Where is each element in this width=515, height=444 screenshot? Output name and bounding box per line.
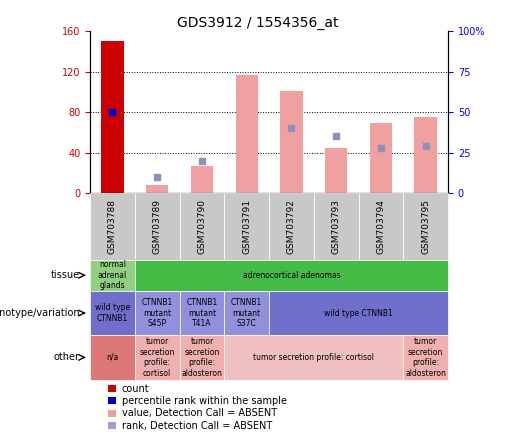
Text: GDS3912 / 1554356_at: GDS3912 / 1554356_at [177, 16, 338, 30]
Bar [146, 185, 168, 193]
Text: GSM703792: GSM703792 [287, 199, 296, 254]
Text: genotype/variation: genotype/variation [0, 308, 80, 318]
Text: GSM703790: GSM703790 [197, 199, 207, 254]
Bar [191, 166, 213, 193]
Text: value, Detection Call = ABSENT: value, Detection Call = ABSENT [122, 408, 277, 418]
Text: other: other [54, 353, 80, 362]
Text: GSM703794: GSM703794 [376, 199, 385, 254]
Text: rank, Detection Call = ABSENT: rank, Detection Call = ABSENT [122, 421, 272, 431]
Text: GSM703791: GSM703791 [242, 199, 251, 254]
Text: GSM703795: GSM703795 [421, 199, 430, 254]
Text: normal
adrenal
glands: normal adrenal glands [98, 260, 127, 290]
Text: percentile rank within the sample: percentile rank within the sample [122, 396, 286, 406]
Text: tumor secretion profile: cortisol: tumor secretion profile: cortisol [253, 353, 374, 362]
Text: CTNNB1
mutant
T41A: CTNNB1 mutant T41A [186, 298, 218, 328]
Text: GSM703793: GSM703793 [332, 199, 341, 254]
Text: adrenocortical adenomas: adrenocortical adenomas [243, 271, 340, 280]
Bar [415, 117, 437, 193]
Text: GSM703788: GSM703788 [108, 199, 117, 254]
Text: GSM703789: GSM703789 [153, 199, 162, 254]
Text: count: count [122, 384, 149, 393]
Text: tumor
secretion
profile:
aldosteron: tumor secretion profile: aldosteron [405, 337, 446, 377]
Bar [101, 41, 124, 193]
Bar [325, 148, 348, 193]
Text: wild type CTNNB1: wild type CTNNB1 [324, 309, 393, 317]
Text: tumor
secretion
profile:
cortisol: tumor secretion profile: cortisol [140, 337, 175, 377]
Text: CTNNB1
mutant
S37C: CTNNB1 mutant S37C [231, 298, 262, 328]
Bar [235, 75, 258, 193]
Bar [280, 91, 303, 193]
Text: n/a: n/a [107, 353, 118, 362]
Text: wild type
CTNNB1: wild type CTNNB1 [95, 303, 130, 323]
Text: CTNNB1
mutant
S45P: CTNNB1 mutant S45P [142, 298, 173, 328]
Text: tissue: tissue [50, 270, 80, 280]
Text: tumor
secretion
profile:
aldosteron: tumor secretion profile: aldosteron [182, 337, 222, 377]
Bar [370, 123, 392, 193]
